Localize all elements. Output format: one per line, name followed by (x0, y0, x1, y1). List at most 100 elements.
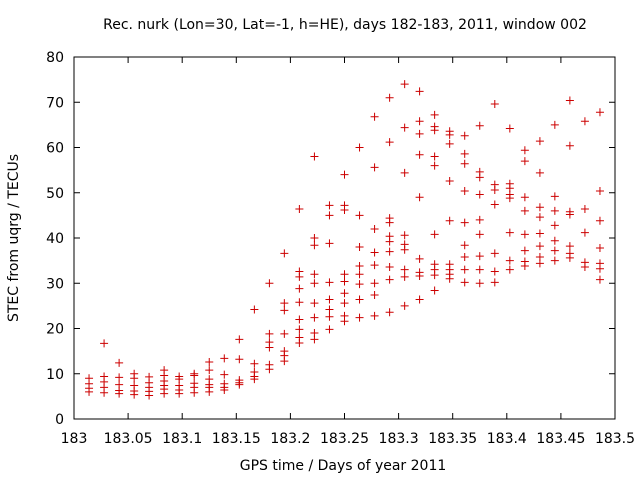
data-point (205, 375, 214, 384)
data-point (475, 279, 484, 288)
data-point (100, 339, 109, 348)
data-point (490, 200, 499, 209)
data-point (190, 369, 199, 378)
data-point (400, 240, 409, 249)
data-point (430, 260, 439, 269)
data-point (370, 291, 379, 300)
data-point (280, 329, 289, 338)
data-point (325, 211, 334, 220)
data-point (370, 224, 379, 233)
data-point (385, 308, 394, 317)
data-point (385, 262, 394, 271)
data-point (145, 372, 154, 381)
data-point (430, 230, 439, 239)
data-point (565, 96, 574, 105)
data-point (595, 275, 604, 284)
data-point (415, 268, 424, 277)
data-point (475, 167, 484, 176)
data-point (370, 311, 379, 320)
data-point (550, 221, 559, 230)
x-tick-label: 183.15 (212, 431, 261, 447)
data-point (295, 284, 304, 293)
data-point (265, 329, 274, 338)
data-point (370, 261, 379, 270)
data-point (310, 329, 319, 338)
data-point (415, 193, 424, 202)
data-point (490, 267, 499, 276)
y-tick-label: 50 (46, 186, 64, 202)
data-point (325, 305, 334, 314)
data-point (355, 313, 364, 322)
data-point (445, 139, 454, 148)
data-point (115, 358, 124, 367)
data-point (460, 265, 469, 274)
data-point (550, 256, 559, 265)
data-point (580, 205, 589, 214)
data-point (535, 242, 544, 251)
data-point (400, 80, 409, 89)
data-point (475, 190, 484, 199)
data-point (250, 359, 259, 368)
data-point (235, 355, 244, 364)
data-point (220, 379, 229, 388)
data-points (85, 80, 604, 400)
data-point (520, 157, 529, 166)
data-point (355, 211, 364, 220)
data-point (595, 108, 604, 117)
data-point (475, 230, 484, 239)
data-point (400, 123, 409, 132)
data-point (235, 376, 244, 385)
data-point (460, 218, 469, 227)
data-point (325, 239, 334, 248)
data-point (505, 179, 514, 188)
chart-title: Rec. nurk (Lon=30, Lat=-1, h=HE), days 1… (103, 17, 587, 33)
data-point (370, 112, 379, 121)
y-tick-label: 70 (46, 95, 64, 111)
data-point (595, 243, 604, 252)
data-point (295, 267, 304, 276)
data-point (250, 367, 259, 376)
y-tick-label: 0 (55, 412, 64, 428)
y-tick-label: 20 (46, 322, 64, 338)
data-point (325, 325, 334, 334)
y-axis-label: STEC from uqrg / TECUs (6, 154, 22, 322)
data-point (295, 315, 304, 324)
data-point (400, 231, 409, 240)
data-point (415, 129, 424, 138)
x-tick-label: 183.35 (428, 431, 477, 447)
plot-area-frame (73, 56, 616, 420)
data-point (385, 247, 394, 256)
data-point (505, 228, 514, 237)
data-point (280, 347, 289, 356)
data-point (565, 249, 574, 258)
data-point (310, 234, 319, 242)
y-tick-label: 60 (46, 141, 64, 157)
data-point (265, 360, 274, 369)
data-point (370, 248, 379, 257)
data-point (325, 201, 334, 210)
data-point (205, 357, 214, 366)
data-point (415, 117, 424, 126)
data-point (115, 373, 124, 382)
data-point (550, 120, 559, 129)
data-point (385, 214, 394, 223)
data-point (85, 374, 94, 383)
x-tick-label: 183.05 (104, 431, 153, 447)
data-point (100, 372, 109, 381)
data-point (430, 110, 439, 119)
data-point (385, 275, 394, 284)
data-point (220, 370, 229, 379)
x-tick-label: 183 (61, 431, 88, 447)
x-tick-label: 183.3 (379, 431, 419, 447)
data-point (295, 325, 304, 334)
data-point (415, 254, 424, 263)
data-point (385, 138, 394, 147)
data-point (325, 278, 334, 287)
data-point (475, 265, 484, 274)
data-point (505, 265, 514, 274)
data-point (550, 192, 559, 201)
data-point (385, 232, 394, 241)
data-point (295, 205, 304, 214)
data-point (340, 311, 349, 320)
data-point (580, 117, 589, 126)
